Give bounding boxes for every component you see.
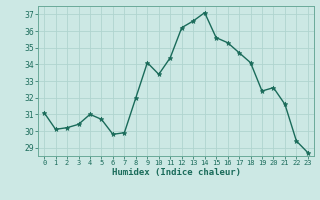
- X-axis label: Humidex (Indice chaleur): Humidex (Indice chaleur): [111, 168, 241, 177]
